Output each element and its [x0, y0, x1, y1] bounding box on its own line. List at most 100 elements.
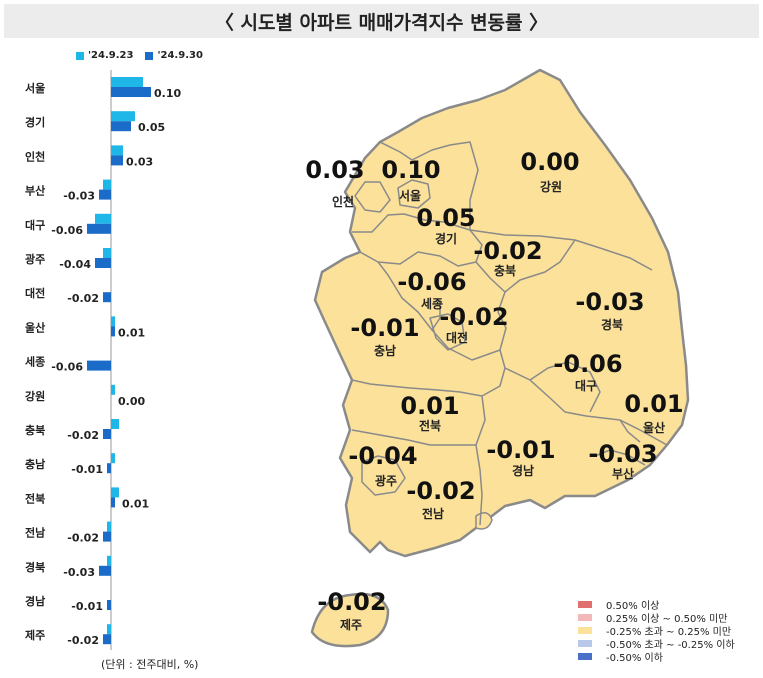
region-border: [361, 455, 406, 496]
category-label: 대전: [25, 286, 45, 300]
region-value: -0.04: [348, 442, 417, 470]
bar-prev: [111, 384, 115, 395]
map-legend-swatch: [578, 653, 592, 660]
category-label: 강원: [25, 389, 45, 403]
legend-swatch-prev: [76, 51, 84, 60]
region-border: [351, 429, 476, 446]
bar-prev: [95, 213, 111, 224]
bar-curr: [87, 223, 111, 234]
region-border: [429, 313, 466, 351]
bar-prev: [111, 453, 115, 464]
category-label: 제주: [25, 628, 45, 642]
region-name: 경북: [601, 318, 623, 332]
map-legend-row: -0.50% 이하: [578, 650, 735, 664]
island-shape: [475, 512, 493, 530]
value-label: -0.02: [67, 634, 99, 647]
category-label: 경남: [25, 594, 45, 608]
region-value: 0.05: [416, 204, 475, 232]
jeju-shape: [310, 592, 390, 648]
region-value: 0.01: [400, 392, 459, 420]
region-value: 0.01: [624, 390, 683, 418]
region-border: [352, 213, 483, 267]
bar-curr: [107, 463, 111, 474]
bar-prev: [107, 555, 111, 566]
value-label: -0.03: [63, 566, 95, 579]
bar-prev: [111, 145, 123, 156]
region-name: 경남: [512, 463, 534, 478]
chart-title: 〈 시도별 아파트 매매가격지수 변동률 〉: [4, 4, 759, 38]
bar-curr: [103, 292, 111, 303]
map-legend-label: -0.50% 초과 ~ -0.25% 이하: [606, 640, 735, 651]
bar-curr: [111, 87, 151, 97]
value-label: 0.00: [118, 395, 145, 408]
bar-curr: [95, 258, 111, 268]
value-label: -0.01: [71, 463, 103, 476]
category-label: 세종: [25, 355, 45, 369]
bar-prev: [107, 624, 111, 635]
region-value: -0.06: [553, 350, 622, 378]
map-legend-label: 0.25% 이상 ~ 0.50% 미만: [606, 614, 728, 625]
category-label: 인천: [25, 149, 45, 163]
legend-label-prev: '24.9.23: [88, 50, 134, 61]
region-name: 전남: [422, 506, 444, 521]
map-legend-swatch: [578, 601, 592, 608]
value-label: 0.01: [118, 326, 145, 339]
region-value: -0.03: [575, 288, 644, 316]
region-border: [431, 300, 441, 331]
region-value: -0.01: [350, 314, 419, 342]
region-value: -0.02: [439, 303, 508, 331]
bar-curr: [99, 565, 111, 576]
region-border: [379, 141, 479, 230]
region-name: 부산: [612, 466, 634, 481]
bar-curr: [103, 531, 111, 542]
value-label: -0.01: [71, 600, 103, 613]
bar-prev: [111, 419, 119, 429]
legend-item-curr: '24.9.30: [145, 50, 203, 61]
legend-label-curr: '24.9.30: [157, 50, 203, 61]
category-label: 경북: [25, 560, 45, 574]
map-legend-label: -0.50% 이하: [606, 653, 663, 664]
value-label: -0.02: [67, 532, 99, 545]
region-border: [594, 449, 646, 466]
map-legend-row: 0.25% 이상 ~ 0.50% 미만: [578, 611, 735, 625]
region-border: [504, 239, 576, 293]
map-legend-label: 0.50% 이상: [606, 601, 660, 612]
bar-curr: [111, 326, 115, 337]
value-label: 0.10: [154, 87, 181, 100]
value-label: -0.06: [51, 361, 83, 374]
value-label: -0.02: [67, 292, 99, 305]
category-label: 충북: [25, 423, 45, 437]
region-value: 0.00: [520, 148, 579, 176]
region-border: [475, 395, 486, 526]
region-value: -0.06: [397, 268, 466, 296]
region-name: 대구: [575, 379, 597, 393]
bar-curr: [107, 600, 111, 610]
bar-prev: [103, 248, 111, 258]
value-label: -0.04: [59, 258, 91, 271]
region-name: 광주: [375, 473, 397, 488]
region-name: 강원: [540, 180, 562, 194]
unit-label: (단위 : 전주대비, %): [101, 658, 199, 671]
category-label: 경기: [25, 115, 45, 129]
region-value: -0.02: [317, 588, 386, 616]
bar-curr: [103, 429, 111, 439]
region-border: [351, 349, 506, 397]
region-value: -0.02: [473, 237, 542, 265]
mainland-shape: [313, 68, 690, 558]
value-label: 0.05: [138, 121, 165, 134]
bar-prev: [103, 179, 111, 190]
region-border: [354, 181, 391, 213]
category-label: 전남: [25, 526, 45, 540]
category-label: 서울: [25, 81, 45, 95]
region-border: [529, 361, 601, 413]
category-label: 울산: [25, 320, 45, 334]
region-border: [504, 367, 668, 446]
region-name: 서울: [399, 188, 421, 203]
region-name: 충북: [494, 263, 516, 278]
region-border: [619, 419, 641, 443]
value-label: 0.03: [126, 155, 153, 168]
value-label: -0.02: [67, 429, 99, 442]
bar-legend: '24.9.23 '24.9.30: [76, 50, 203, 61]
bar-curr: [87, 360, 111, 371]
